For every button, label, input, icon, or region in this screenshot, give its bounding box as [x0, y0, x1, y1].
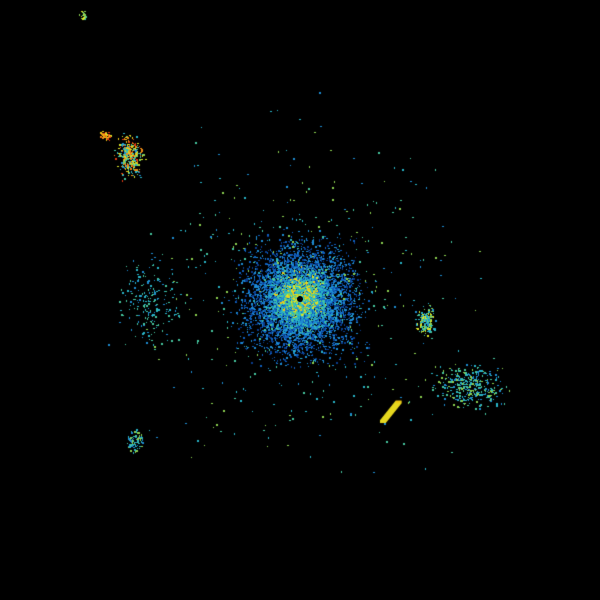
radar-site-marker: [297, 296, 303, 302]
